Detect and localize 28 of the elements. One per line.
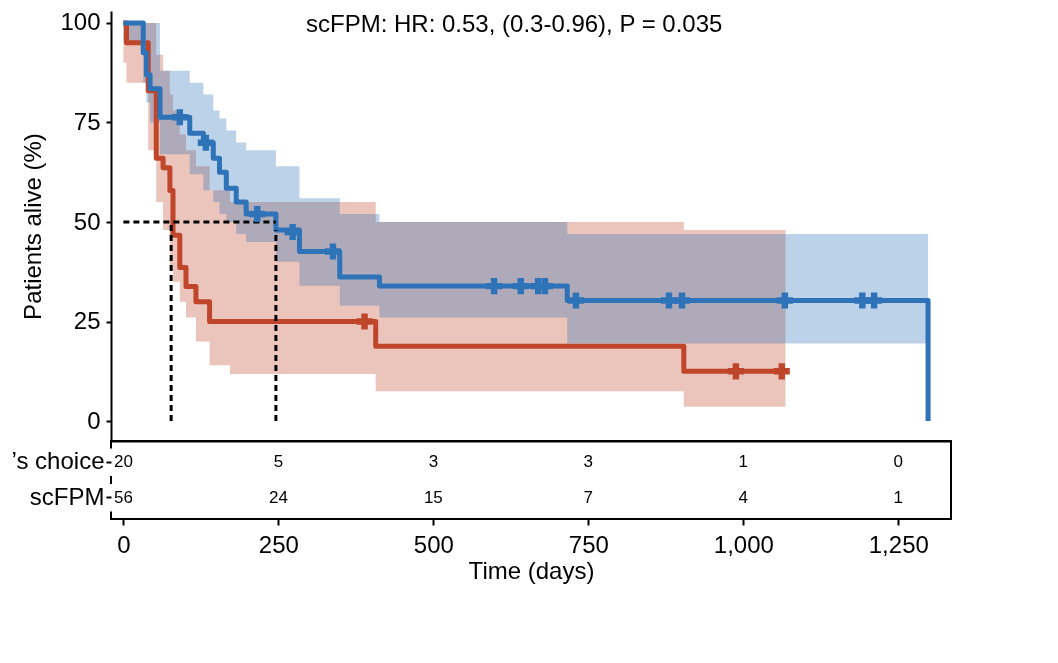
y-tick-label: 50: [73, 207, 101, 235]
y-tick-label: 0: [87, 406, 101, 434]
y-tick-label: 75: [73, 107, 101, 135]
y-tick-label: 100: [60, 8, 101, 36]
x-tick-label: 750: [568, 530, 609, 558]
x-axis-title: Time (days): [468, 556, 595, 584]
x-tick-label: 500: [413, 530, 454, 558]
x-tick-label: 1,000: [713, 530, 774, 558]
y-tick-label: 25: [73, 307, 101, 335]
data-label: 0: [893, 452, 904, 472]
data-label: 15: [423, 487, 443, 507]
y-axis-title: Patients alive (%): [19, 133, 47, 320]
data-label: 5: [273, 452, 284, 472]
x-tick-label: 250: [258, 530, 299, 558]
data-label: 4: [738, 487, 749, 507]
x-tick-label: 0: [117, 530, 131, 558]
y-tick-label: ’s choice: [11, 447, 105, 475]
x-tick-label: 1,250: [868, 530, 929, 558]
data-label: 56: [113, 487, 133, 507]
data-label: 1: [893, 487, 904, 507]
annotation: scFPM: HR: 0.53, (0.3-0.96), P = 0.035: [305, 10, 723, 37]
data-label: 1: [738, 452, 749, 472]
y-tick-label: scFPM: [29, 482, 105, 510]
data-label: 24: [268, 487, 288, 507]
data-label: 20: [113, 452, 133, 472]
data-label: 7: [583, 487, 594, 507]
data-label: 3: [583, 452, 594, 472]
data-label: 3: [428, 452, 439, 472]
